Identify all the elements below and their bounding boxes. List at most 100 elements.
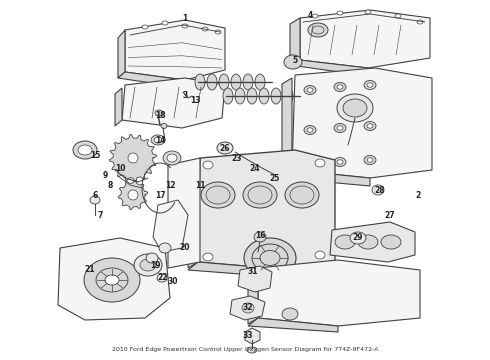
Text: 8: 8 bbox=[107, 180, 113, 189]
Ellipse shape bbox=[163, 151, 181, 165]
Ellipse shape bbox=[367, 83, 373, 87]
Text: 7: 7 bbox=[98, 211, 103, 220]
Ellipse shape bbox=[381, 235, 401, 249]
Polygon shape bbox=[58, 238, 170, 320]
Ellipse shape bbox=[231, 74, 241, 90]
Polygon shape bbox=[118, 180, 148, 210]
Ellipse shape bbox=[206, 186, 230, 204]
Ellipse shape bbox=[84, 258, 140, 302]
Text: 19: 19 bbox=[150, 261, 160, 270]
Ellipse shape bbox=[358, 235, 378, 249]
Ellipse shape bbox=[217, 142, 233, 154]
Text: 18: 18 bbox=[155, 111, 165, 120]
Ellipse shape bbox=[247, 88, 257, 104]
Polygon shape bbox=[238, 266, 272, 292]
Ellipse shape bbox=[271, 88, 281, 104]
Ellipse shape bbox=[215, 30, 221, 34]
Text: 32: 32 bbox=[243, 303, 253, 312]
Ellipse shape bbox=[304, 126, 316, 135]
Polygon shape bbox=[188, 160, 198, 268]
Ellipse shape bbox=[134, 254, 162, 276]
Ellipse shape bbox=[151, 135, 165, 145]
Ellipse shape bbox=[284, 55, 302, 69]
Ellipse shape bbox=[334, 123, 346, 132]
Polygon shape bbox=[125, 20, 225, 80]
Ellipse shape bbox=[90, 196, 100, 204]
Text: 14: 14 bbox=[155, 135, 165, 144]
Ellipse shape bbox=[223, 88, 233, 104]
Ellipse shape bbox=[364, 122, 376, 131]
Ellipse shape bbox=[372, 185, 384, 195]
Ellipse shape bbox=[308, 23, 328, 37]
Ellipse shape bbox=[417, 20, 423, 24]
Polygon shape bbox=[168, 158, 200, 268]
Text: 4: 4 bbox=[307, 10, 313, 19]
Ellipse shape bbox=[255, 74, 265, 90]
Ellipse shape bbox=[254, 232, 266, 242]
Ellipse shape bbox=[304, 86, 316, 95]
Ellipse shape bbox=[337, 160, 343, 164]
Polygon shape bbox=[153, 200, 188, 252]
Text: 33: 33 bbox=[243, 330, 253, 339]
Text: 15: 15 bbox=[90, 150, 100, 159]
Polygon shape bbox=[300, 10, 430, 68]
Ellipse shape bbox=[207, 74, 217, 90]
Text: 21: 21 bbox=[85, 266, 95, 275]
Ellipse shape bbox=[395, 14, 401, 18]
Text: 3: 3 bbox=[182, 90, 188, 99]
Polygon shape bbox=[282, 170, 370, 186]
Polygon shape bbox=[122, 78, 225, 128]
Text: 13: 13 bbox=[190, 95, 200, 104]
Text: 24: 24 bbox=[250, 163, 260, 172]
Ellipse shape bbox=[315, 159, 325, 167]
Text: 11: 11 bbox=[195, 180, 205, 189]
Polygon shape bbox=[118, 30, 125, 78]
Polygon shape bbox=[258, 260, 420, 326]
Ellipse shape bbox=[337, 126, 343, 130]
Polygon shape bbox=[230, 296, 265, 320]
Ellipse shape bbox=[312, 26, 324, 34]
Ellipse shape bbox=[343, 99, 367, 117]
Text: 22: 22 bbox=[158, 274, 168, 283]
Text: 6: 6 bbox=[93, 190, 98, 199]
Ellipse shape bbox=[335, 235, 355, 249]
Text: 12: 12 bbox=[165, 180, 175, 189]
Ellipse shape bbox=[142, 25, 148, 29]
Polygon shape bbox=[290, 60, 368, 76]
Ellipse shape bbox=[146, 253, 158, 263]
Ellipse shape bbox=[337, 94, 373, 122]
Text: 23: 23 bbox=[232, 153, 242, 162]
Ellipse shape bbox=[243, 74, 253, 90]
Ellipse shape bbox=[307, 163, 313, 167]
Ellipse shape bbox=[162, 21, 168, 25]
Ellipse shape bbox=[202, 27, 208, 31]
Polygon shape bbox=[115, 88, 122, 126]
Ellipse shape bbox=[364, 81, 376, 90]
Ellipse shape bbox=[367, 124, 373, 128]
Ellipse shape bbox=[283, 88, 293, 104]
Ellipse shape bbox=[285, 182, 319, 208]
Ellipse shape bbox=[315, 251, 325, 259]
Ellipse shape bbox=[243, 182, 277, 208]
Ellipse shape bbox=[364, 156, 376, 165]
Ellipse shape bbox=[78, 145, 92, 155]
Text: 20: 20 bbox=[180, 243, 190, 252]
Ellipse shape bbox=[307, 128, 313, 132]
Ellipse shape bbox=[128, 153, 138, 163]
Text: 10: 10 bbox=[115, 163, 125, 172]
Ellipse shape bbox=[259, 88, 269, 104]
Ellipse shape bbox=[167, 154, 177, 162]
Text: 16: 16 bbox=[255, 230, 265, 239]
Text: 17: 17 bbox=[155, 190, 165, 199]
Ellipse shape bbox=[96, 268, 128, 292]
Text: 5: 5 bbox=[293, 55, 297, 64]
Ellipse shape bbox=[155, 110, 163, 116]
Text: 1: 1 bbox=[182, 14, 188, 23]
Ellipse shape bbox=[252, 244, 288, 272]
Polygon shape bbox=[248, 268, 258, 324]
Polygon shape bbox=[198, 150, 335, 270]
Ellipse shape bbox=[161, 123, 167, 129]
Ellipse shape bbox=[290, 186, 314, 204]
Polygon shape bbox=[282, 78, 292, 176]
Ellipse shape bbox=[182, 24, 188, 28]
